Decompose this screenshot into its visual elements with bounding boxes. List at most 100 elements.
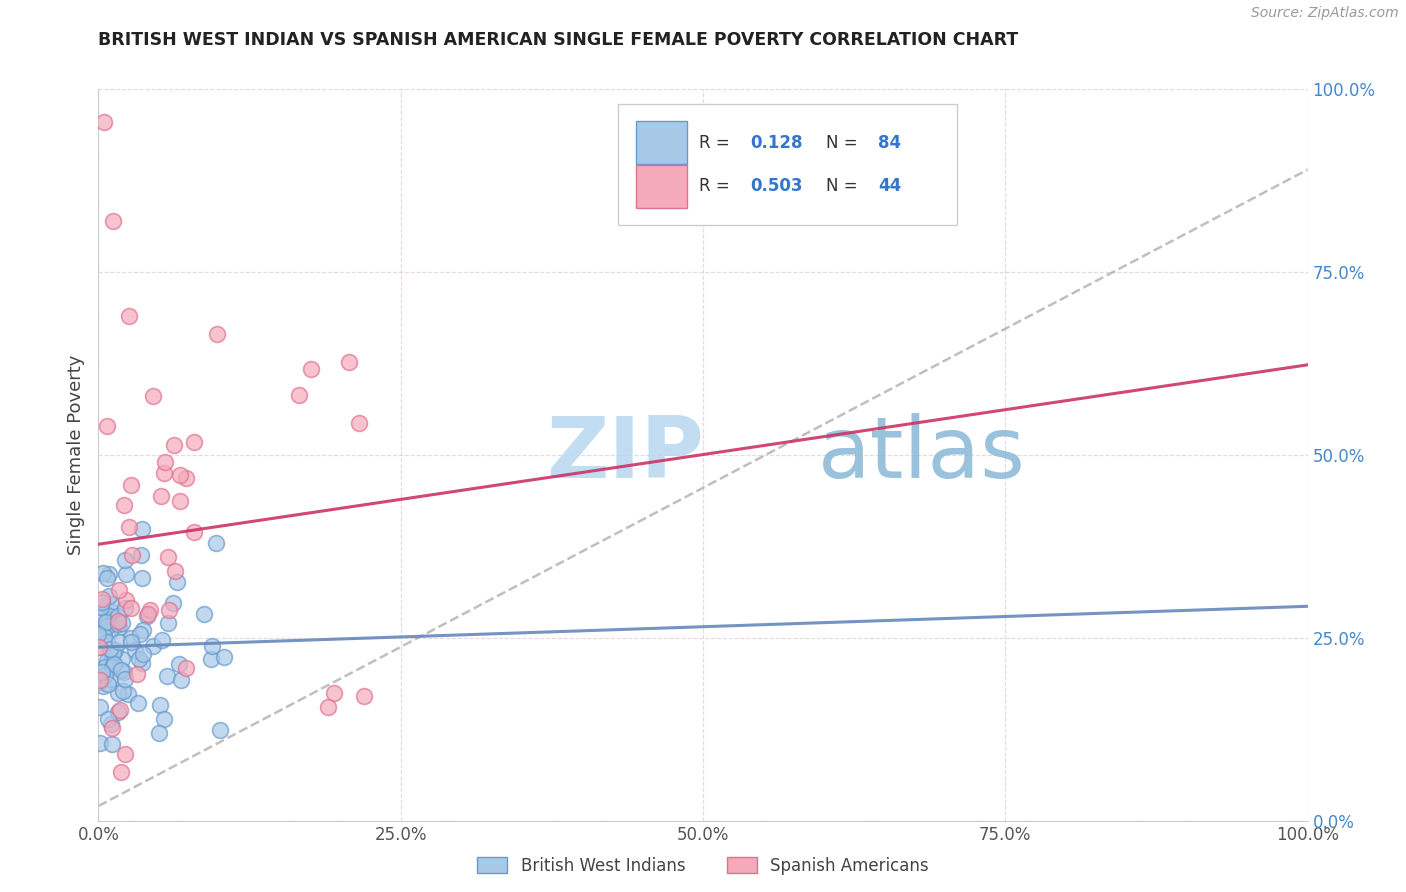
Point [108, 703, 131, 717]
Text: 84: 84 [879, 134, 901, 152]
Point [89, 640, 111, 654]
Point [101, 721, 124, 735]
Point [167, 657, 190, 672]
Text: 44: 44 [879, 178, 901, 195]
Point [108, 620, 131, 634]
Point [93, 115, 115, 129]
Text: 0.128: 0.128 [751, 134, 803, 152]
Point [104, 643, 127, 657]
Point [98, 624, 121, 639]
Point [208, 723, 231, 738]
Point [337, 355, 360, 369]
Point [118, 309, 141, 323]
Point [94, 667, 117, 681]
Point [149, 489, 172, 503]
Point [149, 698, 172, 712]
Point [170, 673, 193, 687]
Point [205, 536, 228, 550]
Text: N =: N = [827, 134, 863, 152]
Point [89, 700, 111, 714]
Text: R =: R = [699, 134, 735, 152]
Point [101, 737, 124, 751]
Point [96, 634, 118, 648]
Text: ZIP: ZIP [546, 413, 703, 497]
Point [121, 548, 143, 562]
Point [91, 679, 114, 693]
Point [200, 651, 222, 665]
Point [96, 615, 118, 629]
Point [112, 665, 135, 679]
Point [110, 615, 132, 630]
Point [157, 603, 180, 617]
Point [183, 524, 205, 539]
Point [101, 660, 124, 674]
Point [128, 652, 150, 666]
Point [110, 663, 132, 677]
Point [150, 633, 173, 648]
Point [107, 609, 129, 624]
Legend: British West Indians, Spanish Americans: British West Indians, Spanish Americans [471, 850, 935, 882]
Point [107, 705, 129, 719]
Point [90, 600, 112, 615]
Point [148, 726, 170, 740]
Point [91, 624, 114, 639]
Point [114, 672, 136, 686]
Point [110, 764, 132, 779]
Point [131, 548, 153, 562]
Point [353, 690, 375, 704]
Point [193, 607, 215, 622]
Point [138, 603, 160, 617]
Point [120, 600, 142, 615]
Point [98, 673, 121, 687]
Point [120, 478, 142, 492]
Point [174, 661, 197, 675]
Point [89, 675, 111, 690]
Point [299, 361, 322, 376]
FancyBboxPatch shape [637, 165, 688, 208]
Text: Source: ZipAtlas.com: Source: ZipAtlas.com [1251, 6, 1399, 21]
Point [97, 712, 120, 726]
Point [129, 627, 152, 641]
Point [214, 649, 236, 664]
Point [120, 635, 142, 649]
Point [153, 455, 176, 469]
Point [207, 326, 229, 341]
Point [96, 654, 118, 668]
Point [131, 522, 153, 536]
Point [115, 566, 138, 581]
Point [87, 627, 110, 641]
Point [163, 565, 186, 579]
Point [117, 520, 139, 534]
Point [156, 669, 179, 683]
Point [176, 471, 198, 485]
Point [101, 605, 124, 619]
Point [201, 639, 224, 653]
Point [103, 657, 125, 672]
Point [131, 571, 153, 585]
Point [98, 609, 121, 624]
Point [136, 608, 159, 623]
Point [111, 652, 134, 666]
Point [117, 687, 139, 701]
Point [166, 575, 188, 590]
Point [114, 747, 136, 761]
Point [100, 717, 122, 731]
Point [347, 417, 370, 431]
Point [111, 684, 134, 698]
Point [142, 389, 165, 403]
Point [169, 468, 191, 483]
Point [162, 596, 184, 610]
Point [132, 623, 155, 637]
Text: N =: N = [827, 178, 863, 195]
Point [107, 616, 129, 631]
Point [125, 667, 148, 681]
Point [131, 648, 153, 662]
Point [90, 595, 112, 609]
Point [323, 686, 346, 700]
Point [100, 598, 122, 612]
Text: atlas: atlas [818, 413, 1026, 497]
Point [93, 611, 115, 625]
Point [98, 642, 121, 657]
Point [91, 591, 114, 606]
Text: R =: R = [699, 178, 735, 195]
